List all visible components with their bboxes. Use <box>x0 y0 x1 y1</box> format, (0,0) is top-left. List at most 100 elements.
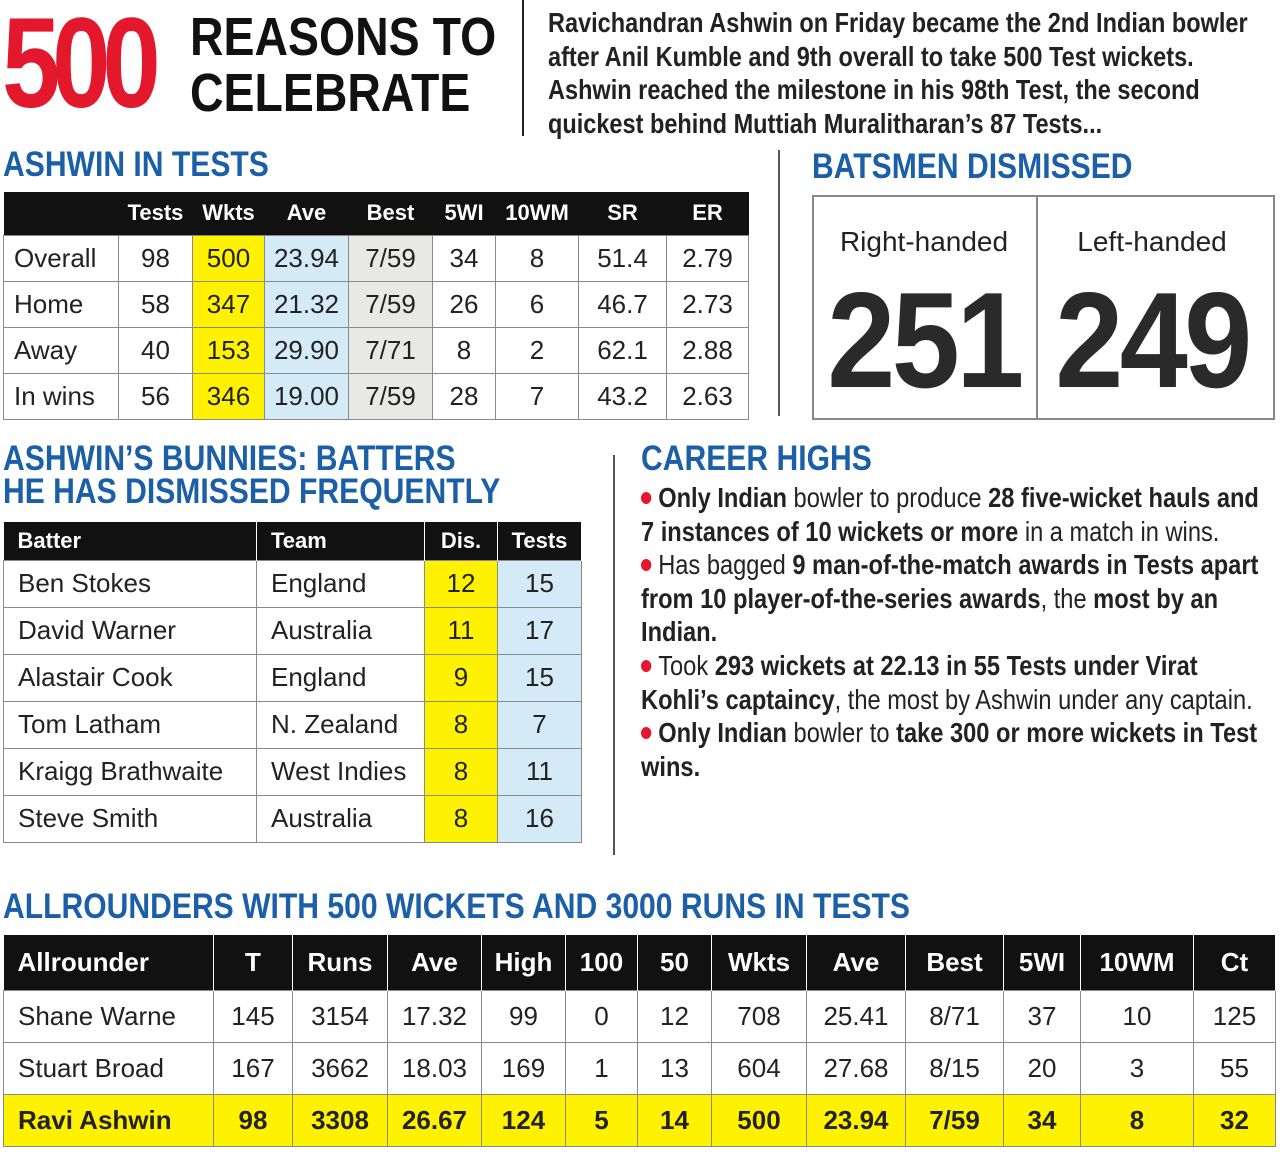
cell: 0 <box>565 989 638 1043</box>
header-cell: ER <box>666 192 749 235</box>
cell: England <box>256 653 425 702</box>
cell: Home <box>3 280 119 328</box>
header-cell: Tests <box>118 192 193 235</box>
cell: 8/71 <box>905 989 1004 1043</box>
cell: 8/15 <box>905 1041 1004 1095</box>
header-cell: Ave <box>387 935 482 990</box>
header-cell: 5WI <box>1003 935 1081 990</box>
row: Alastair Cook England 9 15 <box>3 653 582 702</box>
cell: 3154 <box>292 989 388 1043</box>
cell: 13 <box>637 1041 712 1095</box>
header-cell: Dis. <box>424 522 498 560</box>
row: Tom Latham N. Zealand 8 7 <box>3 700 582 749</box>
header-row: Allrounder T Runs Ave High 100 50 Wkts Ave Best 5W… <box>3 935 1276 990</box>
cell: Ben Stokes <box>3 559 257 608</box>
cell: 58 <box>118 280 193 328</box>
cell: 32 <box>1193 1093 1276 1147</box>
big-number: 251 <box>827 264 1024 416</box>
section-title: ALLROUNDERS WITH 500 WICKETS AND 3000 RU… <box>3 887 911 926</box>
cell: 8 <box>495 234 579 282</box>
cell: 23.94 <box>264 234 349 282</box>
text-segment: 9 man-of-the-match awards in Tests apart… <box>641 549 1259 614</box>
section-title: ASHWIN IN TESTS <box>3 145 269 184</box>
cell: 125 <box>1193 989 1276 1043</box>
cell: 124 <box>481 1093 566 1147</box>
cell: Australia <box>256 606 425 655</box>
cell: 25.41 <box>806 989 906 1043</box>
header-cell: Best <box>348 192 433 235</box>
header-cell: 100 <box>565 935 638 990</box>
section-title: BATSMEN DISMISSED <box>812 147 1133 186</box>
header-cell: 50 <box>637 935 712 990</box>
cell: 26.67 <box>387 1093 482 1147</box>
header-cell: 10WM <box>495 192 579 235</box>
cell: 6 <box>495 280 579 328</box>
text-segment: bowler to <box>786 717 897 749</box>
row: Ben Stokes England 12 15 <box>3 559 582 608</box>
header-cell: Ave <box>806 935 906 990</box>
cell: 8 <box>432 326 496 374</box>
headline: CELEBRATE <box>190 63 471 123</box>
dismissed-box <box>812 195 1275 420</box>
cell: 7 <box>497 700 582 749</box>
text-segment: Has bagged <box>658 549 793 581</box>
cell: 2.88 <box>666 326 749 374</box>
row: Away 40 153 29.90 7/71 8 2 62.1 2.88 <box>3 326 749 374</box>
cell: 7/71 <box>348 326 433 374</box>
cell: 604 <box>711 1041 807 1095</box>
cell: 62.1 <box>578 326 667 374</box>
label: Right-handed <box>839 226 1009 257</box>
row: Kraigg Brathwaite West Indies 8 11 <box>3 747 582 796</box>
cell: Australia <box>256 794 425 843</box>
text-segment: take 300 or more wickets in Test wins. <box>641 717 1258 782</box>
bullet-dot <box>641 559 652 572</box>
cell: 8 <box>424 747 498 796</box>
row: Overall 98 500 23.94 7/59 34 8 51.4 2.79 <box>3 234 749 282</box>
cell: 2.63 <box>666 372 749 420</box>
cell: Ravi Ashwin <box>3 1093 214 1147</box>
cell: 18.03 <box>387 1041 482 1095</box>
allrounders-table: Allrounder T Runs Ave High 100 50 Wkts Ave Best 5W… <box>3 935 1276 1147</box>
cell: 347 <box>192 280 265 328</box>
cell: 46.7 <box>578 280 667 328</box>
cell: Steve Smith <box>3 794 257 843</box>
text-segment: , the <box>1040 582 1094 614</box>
tests-table: Tests Wkts Ave Best 5WI 10WM SR ER Overall 98 500 2… <box>3 192 749 420</box>
divider <box>522 0 524 136</box>
header-cell: Team <box>256 522 425 560</box>
cell: 34 <box>432 234 496 282</box>
cell: 5 <box>565 1093 638 1147</box>
cell: 2.73 <box>666 280 749 328</box>
cell: 99 <box>481 989 566 1043</box>
header-cell: 5WI <box>432 192 496 235</box>
cell: 2.79 <box>666 234 749 282</box>
header-cell: Allrounder <box>3 935 214 990</box>
cell: David Warner <box>3 606 257 655</box>
cell: 55 <box>1193 1041 1276 1095</box>
cell: 7/59 <box>348 372 433 420</box>
row: Stuart Broad 167 3662 18.03 169 1 13 604 27.68 8/… <box>3 1041 1276 1095</box>
cell: 23.94 <box>806 1093 906 1147</box>
text-segment: 293 wickets at 22.13 in 55 Tests under V… <box>641 649 1198 715</box>
headline: REASONS TO <box>190 7 497 67</box>
row: Steve Smith Australia 8 16 <box>3 794 582 843</box>
cell: In wins <box>3 372 119 420</box>
bullet: Only Indian bowler to produce 28 five-wi… <box>641 481 1269 548</box>
row: Home 58 347 21.32 7/59 26 6 46.7 2.73 <box>3 280 749 328</box>
header-cell: Runs <box>292 935 388 990</box>
cell: 19.00 <box>264 372 349 420</box>
label: Left-handed <box>1077 226 1227 257</box>
bullet-dot <box>641 727 652 740</box>
cell: 7/59 <box>905 1093 1004 1147</box>
header-cell: High <box>481 935 566 990</box>
header-cell: Best <box>905 935 1004 990</box>
cell: 29.90 <box>264 326 349 374</box>
text-segment: bowler to produce <box>786 482 989 513</box>
cell: 3662 <box>292 1041 388 1095</box>
cell: 98 <box>118 234 193 282</box>
cell: Overall <box>3 234 119 282</box>
header-cell: SR <box>578 192 667 235</box>
cell: 7/59 <box>348 280 433 328</box>
cell: Alastair Cook <box>3 653 257 702</box>
